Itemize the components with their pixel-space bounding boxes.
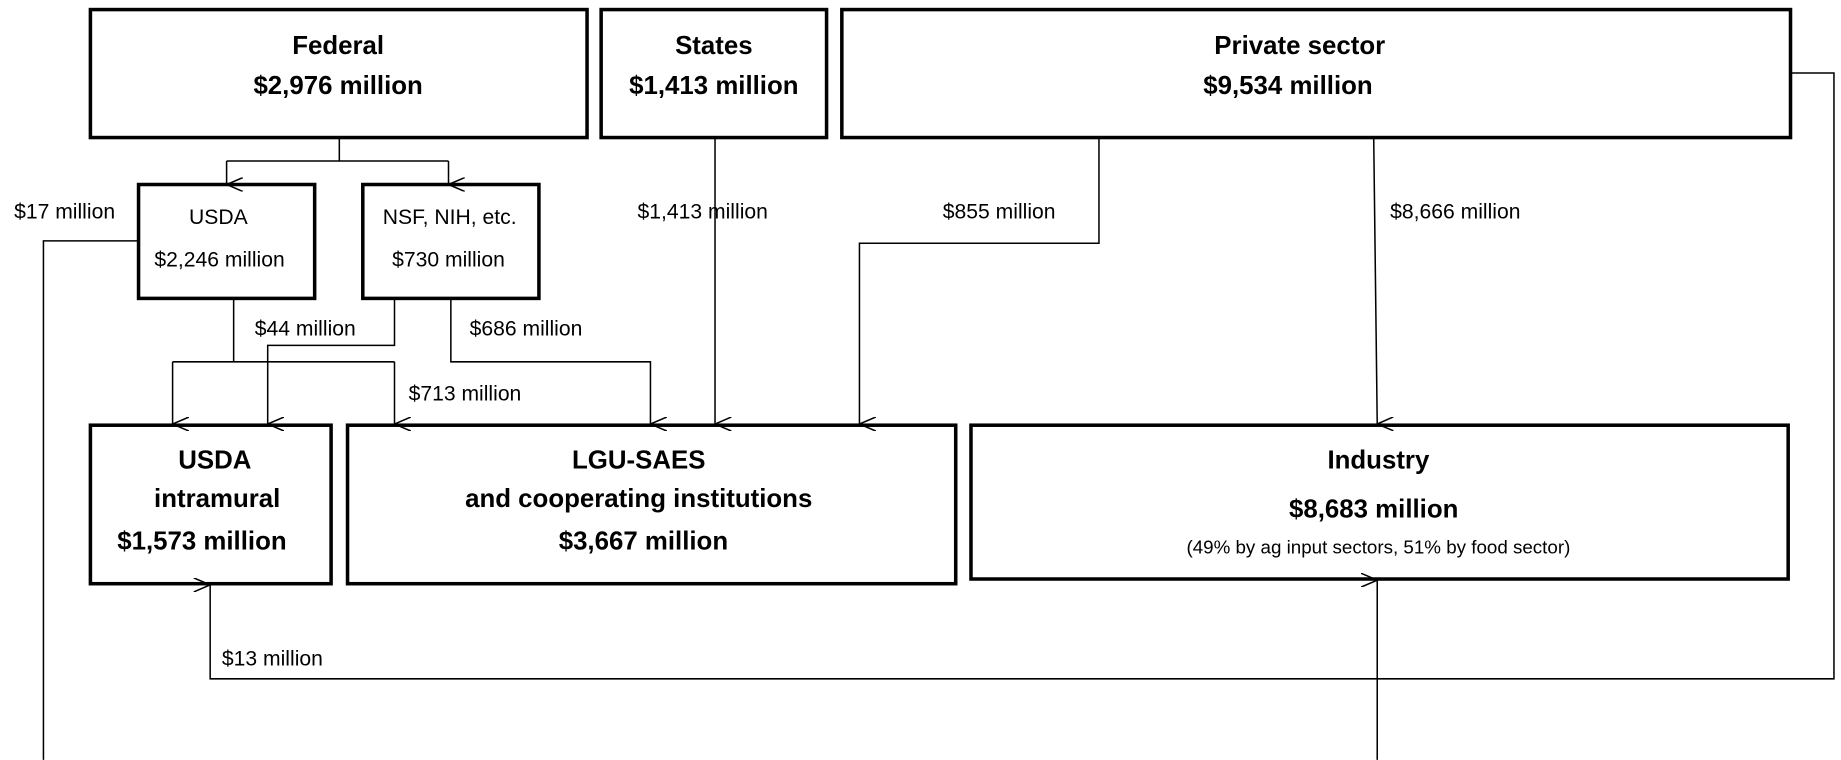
node-amount: $730 million xyxy=(392,248,505,271)
arrow xyxy=(450,298,651,424)
box-nsf xyxy=(361,182,541,301)
node-title: USDA xyxy=(178,446,251,474)
edge-label: $13 million xyxy=(222,648,323,671)
arrow xyxy=(1372,137,1378,424)
edge-label: $17 million xyxy=(14,200,115,223)
connector xyxy=(172,298,395,363)
arrow xyxy=(858,137,1100,424)
node-title: NSF, NIH, etc. xyxy=(383,206,517,229)
node-amount: $1,573 million xyxy=(117,527,286,555)
edge-label: $8,666 million xyxy=(1390,200,1520,223)
node-title: States xyxy=(675,32,753,60)
edge-label: $855 million xyxy=(943,200,1056,223)
arrow xyxy=(210,72,1835,680)
node-amount: $3,667 million xyxy=(559,527,728,555)
edge-label: $1,413 million xyxy=(638,200,768,223)
node-note: (49% by ag input sectors, 51% by food se… xyxy=(1186,536,1570,557)
edge-label: $44 million xyxy=(255,318,356,341)
edge-label: $686 million xyxy=(470,318,583,341)
connector xyxy=(42,240,139,760)
edge-label: $713 million xyxy=(409,382,522,405)
node-title: intramural xyxy=(154,485,280,513)
box-states xyxy=(599,7,829,140)
node-title: Private sector xyxy=(1214,32,1385,60)
node-amount: $8,683 million xyxy=(1289,496,1458,524)
arrow xyxy=(266,298,396,424)
node-title: LGU-SAES xyxy=(572,446,705,474)
box-lgu xyxy=(345,423,958,586)
node-amount: $2,246 million xyxy=(154,248,284,271)
box-usda xyxy=(136,182,317,301)
box-private xyxy=(840,7,1793,140)
box-federal xyxy=(88,7,589,140)
connector xyxy=(226,137,449,162)
node-title: USDA xyxy=(189,206,249,229)
node-amount: $9,534 million xyxy=(1203,72,1372,100)
node-title: Federal xyxy=(292,32,384,60)
node-amount: $1,413 million xyxy=(629,72,798,100)
box-usda-intramural xyxy=(88,423,333,586)
node-title: Industry xyxy=(1327,446,1430,474)
box-industry xyxy=(969,423,1790,581)
node-amount: $2,976 million xyxy=(253,72,422,100)
node-title: and cooperating institutions xyxy=(465,485,812,513)
